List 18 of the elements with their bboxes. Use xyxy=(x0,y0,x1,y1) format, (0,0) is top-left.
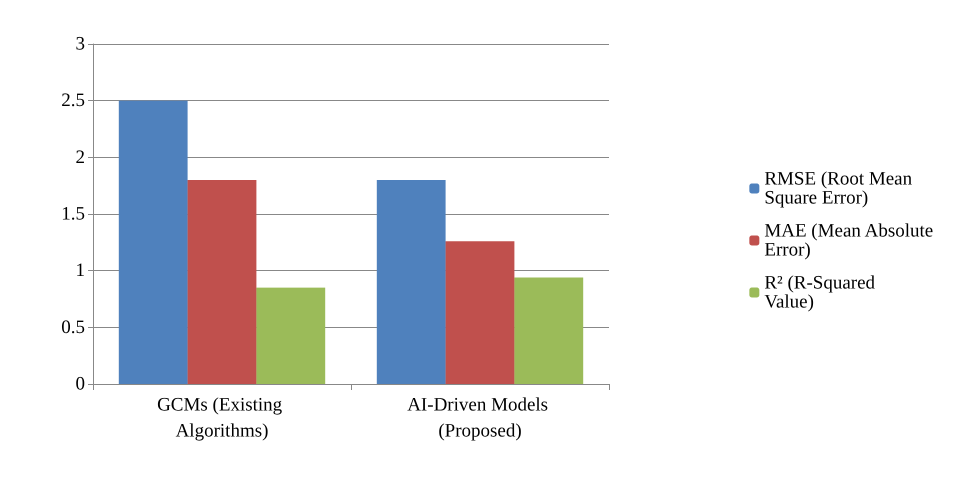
y-tick-label: 2 xyxy=(76,146,85,168)
y-tick-label: 0 xyxy=(76,374,85,394)
y-tick-label: 2.5 xyxy=(61,90,85,112)
y-tick-label: 0.5 xyxy=(61,316,85,338)
legend-label: MAE (Mean Absolute Error) xyxy=(764,220,938,260)
legend-label: RMSE (Root Mean Square Error) xyxy=(764,168,917,208)
bar xyxy=(514,277,584,384)
bar xyxy=(376,180,446,384)
legend-label: R² (R-Squared Value) xyxy=(764,272,880,312)
x-tick-label: AI-Driven Models (Proposed) xyxy=(407,394,553,442)
bar xyxy=(446,241,514,384)
bar xyxy=(256,288,326,384)
x-tick-label: GCMs (Existing Algorithms) xyxy=(157,394,287,442)
bar xyxy=(188,180,256,384)
bar xyxy=(118,100,188,384)
y-tick-label: 1 xyxy=(76,260,85,282)
y-tick-label: 1.5 xyxy=(61,204,85,224)
y-tick-label: 3 xyxy=(76,34,85,54)
